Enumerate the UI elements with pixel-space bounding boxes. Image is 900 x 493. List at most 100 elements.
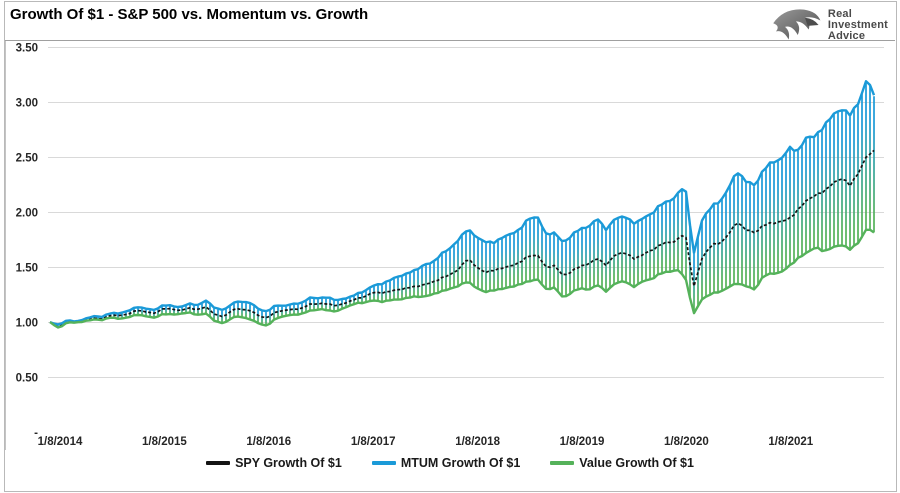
stripe-band-mark: [613, 220, 615, 285]
brand-logo: Real Investment Advice: [766, 3, 888, 47]
stripe-band-mark: [277, 306, 279, 318]
stripe-band-mark: [425, 265, 427, 297]
stripe-band-mark: [393, 278, 395, 300]
legend-item-value: Value Growth Of $1: [550, 456, 694, 470]
stripe-band-mark: [641, 220, 643, 282]
stripe-band-mark: [801, 146, 803, 257]
stripe-band-mark: [357, 293, 359, 303]
stripe-band-mark: [585, 228, 587, 290]
stripe-band-mark: [645, 217, 647, 281]
y-tick-label: 1.50: [16, 263, 38, 275]
stripe-band-mark: [589, 226, 591, 290]
stripe-band-mark: [809, 137, 811, 251]
stripe-band-mark: [361, 293, 363, 304]
stripe-band-mark: [469, 231, 471, 283]
stripe-band-mark: [713, 204, 715, 293]
y-tick-label: 1.00: [16, 318, 38, 330]
brand-line-3: Advice: [827, 29, 866, 42]
stripe-band-mark: [849, 116, 851, 250]
stripe-band-mark: [197, 305, 199, 315]
stripe-band-mark: [561, 242, 563, 297]
stripe-band-mark: [165, 306, 167, 315]
mtum-series-line: [49, 80, 876, 326]
brand-name: Real Investment Advice: [827, 7, 888, 42]
stripe-band-mark: [445, 252, 447, 291]
mtum-line-swatch: [371, 461, 396, 465]
stripe-band-mark: [269, 310, 271, 324]
stripe-band-mark: [629, 220, 631, 285]
stripe-band-mark: [485, 243, 487, 293]
stripe-band-mark: [753, 186, 755, 290]
stripe-band-mark: [785, 153, 787, 269]
stripe-band-mark: [417, 270, 419, 297]
stripe-band-mark: [453, 245, 455, 288]
legend-label-value: Value Growth Of $1: [579, 456, 694, 470]
stripe-band-mark: [313, 298, 315, 311]
title-underline: [5, 40, 895, 41]
stripe-band-mark: [685, 192, 687, 280]
stripe-band-mark: [721, 199, 723, 291]
stripe-band-mark: [421, 267, 423, 297]
stripe-band-mark: [769, 163, 771, 274]
stripe-band-mark: [709, 210, 711, 295]
stripe-band-mark: [581, 228, 583, 289]
stripe-band-mark: [137, 308, 139, 316]
stripe-band-mark: [169, 306, 171, 315]
stripe-band-mark: [657, 207, 659, 275]
stripe-band-mark: [541, 227, 543, 285]
stripe-band-mark: [705, 214, 707, 297]
stripe-band-mark: [569, 238, 571, 294]
stripe-band-mark: [477, 238, 479, 289]
value-series-line: [49, 228, 875, 329]
stripe-band-mark: [793, 151, 795, 263]
stripe-band-mark: [857, 105, 859, 244]
stripe-band-mark: [433, 261, 435, 294]
stripe-band-mark: [481, 241, 483, 291]
x-tick-label: 1/8/2017: [351, 436, 396, 448]
stripe-band-mark: [521, 228, 523, 285]
stripe-band-mark: [733, 177, 735, 285]
brand-line-1: Real: [827, 7, 852, 20]
legend-item-mtum: MTUM Growth Of $1: [371, 456, 520, 470]
stripe-band-mark: [201, 303, 203, 315]
stripe-band-mark: [533, 218, 535, 281]
stripe-band-mark: [257, 309, 259, 324]
stripe-band-mark: [249, 304, 251, 320]
stripe-band-mark: [209, 304, 211, 317]
stripe-band-mark: [457, 241, 459, 287]
stripe-band-mark: [841, 111, 843, 246]
spy-line-swatch: [206, 461, 231, 465]
stripe-band-mark: [765, 168, 767, 276]
stripe-band-mark: [577, 231, 579, 290]
stripe-band-mark: [741, 177, 743, 285]
stripe-band-mark: [813, 138, 815, 249]
stripe-band-mark: [745, 182, 747, 287]
stripe-band-mark: [409, 273, 411, 298]
x-tick-label: 1/8/2015: [142, 436, 187, 448]
stripe-band-mark: [817, 133, 819, 248]
stripe-band-mark: [181, 307, 183, 314]
stripe-band-mark: [677, 193, 679, 271]
stripe-band-mark: [385, 282, 387, 301]
stripe-band-mark: [697, 237, 699, 307]
y-tick-label: 2.00: [16, 208, 38, 220]
stripe-band-mark: [437, 258, 439, 293]
stripe-band-mark: [565, 241, 567, 297]
stripe-band-mark: [665, 202, 667, 272]
stripe-band-mark: [553, 233, 555, 288]
stripe-band-mark: [505, 236, 507, 288]
stripe-band-mark: [297, 304, 299, 315]
stripe-band-mark: [633, 224, 635, 288]
stripe-band-mark: [725, 193, 727, 289]
stripe-band-mark: [517, 231, 519, 285]
stripe-band-mark: [717, 204, 719, 293]
stripe-band-mark: [737, 174, 739, 284]
chart-legend: SPY Growth Of $1 MTUM Growth Of $1 Value…: [0, 456, 900, 470]
stripe-band-mark: [317, 299, 319, 310]
stripe-band-mark: [121, 313, 123, 319]
y-tick-label: -: [34, 428, 38, 440]
stripe-band-mark: [461, 235, 463, 284]
stripe-band-mark: [265, 312, 267, 326]
stripe-band-mark: [509, 234, 511, 287]
